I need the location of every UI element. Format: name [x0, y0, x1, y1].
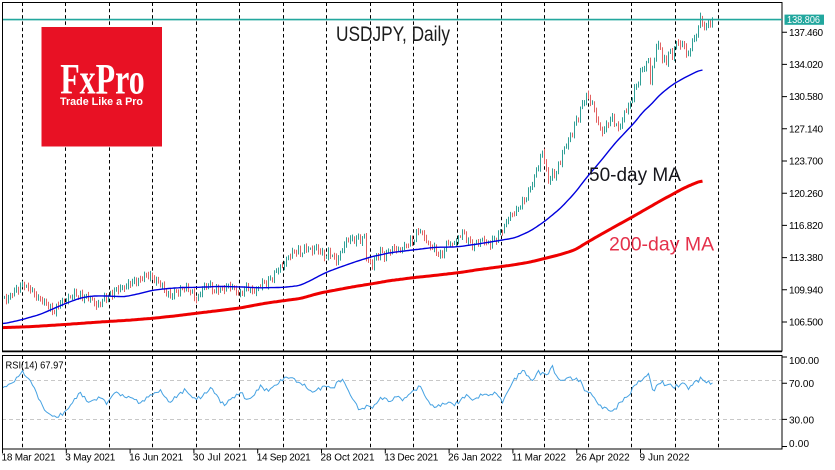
svg-text:134.020: 134.020 — [789, 60, 823, 71]
svg-text:200-day MA: 200-day MA — [609, 234, 714, 256]
svg-text:109.940: 109.940 — [789, 285, 823, 296]
svg-text:26 Apr 2022: 26 Apr 2022 — [576, 453, 630, 464]
svg-text:FxPro: FxPro — [60, 57, 145, 104]
svg-text:100.00: 100.00 — [789, 356, 819, 367]
svg-text:30 Jul 2021: 30 Jul 2021 — [193, 453, 247, 464]
svg-text:106.500: 106.500 — [789, 318, 823, 329]
svg-text:120.260: 120.260 — [789, 189, 823, 200]
svg-text:137.460: 137.460 — [789, 28, 823, 39]
svg-text:13 Dec 2021: 13 Dec 2021 — [384, 453, 438, 464]
svg-text:14 Sep 2021: 14 Sep 2021 — [257, 453, 311, 464]
svg-text:RSI(14) 67.97: RSI(14) 67.97 — [6, 360, 64, 372]
svg-text:30.00: 30.00 — [789, 416, 814, 427]
svg-text:18 Mar 2021: 18 Mar 2021 — [2, 453, 56, 464]
svg-text:3 May 2021: 3 May 2021 — [65, 453, 115, 464]
svg-text:USDJPY, Daily: USDJPY, Daily — [336, 23, 450, 46]
svg-text:130.580: 130.580 — [789, 92, 823, 103]
svg-text:116.820: 116.820 — [789, 221, 823, 232]
svg-text:123.700: 123.700 — [789, 157, 823, 168]
svg-text:11 Mar 2022: 11 Mar 2022 — [512, 453, 566, 464]
svg-text:50-day MA: 50-day MA — [589, 165, 681, 186]
svg-text:127.140: 127.140 — [789, 124, 823, 135]
svg-text:26 Jan 2022: 26 Jan 2022 — [448, 453, 502, 464]
svg-text:138.806: 138.806 — [787, 15, 820, 26]
svg-text:0.00: 0.00 — [789, 439, 809, 450]
svg-text:28 Oct 2021: 28 Oct 2021 — [321, 453, 375, 464]
svg-text:70.00: 70.00 — [789, 379, 814, 390]
svg-text:113.380: 113.380 — [789, 253, 823, 264]
svg-text:9 Jun 2022: 9 Jun 2022 — [640, 453, 690, 464]
svg-text:Trade Like a Pro: Trade Like a Pro — [60, 96, 143, 108]
svg-text:16 Jun 2021: 16 Jun 2021 — [129, 453, 183, 464]
